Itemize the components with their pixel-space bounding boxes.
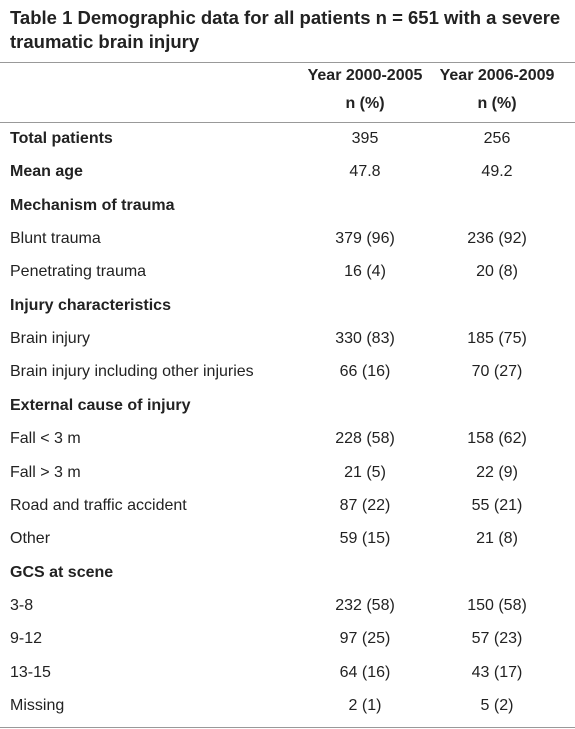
cell: 22 (9)	[476, 463, 518, 481]
cell: 21 (8)	[476, 530, 518, 548]
cell: 21 (5)	[344, 463, 386, 481]
cell: 158 (62)	[467, 430, 527, 448]
row-label: Mean age	[10, 163, 83, 181]
row-label: Total patients	[10, 130, 113, 147]
cell: 87 (22)	[339, 496, 391, 514]
cell: 150 (58)	[467, 596, 527, 614]
cell: 2 (1)	[348, 696, 382, 714]
cell: 185 (75)	[467, 330, 527, 348]
cell: 256	[483, 130, 511, 147]
unit-header: n (%)	[477, 95, 517, 112]
row-label: Other	[10, 530, 51, 548]
section-heading: GCS at scene	[10, 563, 114, 581]
section-heading: External cause of injury	[10, 396, 191, 414]
cell: 64 (16)	[339, 663, 391, 681]
rule	[0, 122, 575, 123]
table-title: Table 1 Demographic data for all patient…	[10, 7, 561, 52]
cell: 232 (58)	[335, 596, 395, 614]
row-label: Missing	[10, 696, 65, 714]
cell: 47.8	[349, 163, 381, 181]
column-header: Year 2000-2005	[307, 67, 423, 84]
row-label: Penetrating trauma	[10, 263, 147, 281]
row-label: 9-12	[10, 630, 43, 648]
row-label: Blunt trauma	[10, 230, 101, 248]
row-label: Fall > 3 m	[10, 463, 81, 481]
row-label: Brain injury	[10, 330, 91, 348]
row-label: Brain injury including other injuries	[10, 363, 254, 381]
section-heading: Injury characteristics	[10, 296, 171, 314]
row-label: Fall < 3 m	[10, 430, 81, 448]
cell: 57 (23)	[471, 630, 523, 648]
cell: 66 (16)	[339, 363, 391, 381]
cell: 59 (15)	[339, 530, 391, 548]
cell: 379 (96)	[335, 230, 395, 248]
rule	[0, 727, 575, 728]
cell: 16 (4)	[344, 263, 386, 281]
rule	[0, 62, 575, 63]
cell: 43 (17)	[471, 663, 523, 681]
row-label: 3-8	[10, 596, 34, 614]
cell: 49.2	[481, 163, 513, 181]
column-header: Year 2006-2009	[439, 67, 555, 84]
row-label: 13-15	[10, 663, 51, 681]
cell: 5 (2)	[480, 696, 514, 714]
unit-header: n (%)	[345, 95, 385, 112]
cell: 395	[351, 130, 379, 147]
cell: 330 (83)	[335, 330, 395, 348]
cell: 236 (92)	[467, 230, 527, 248]
cell: 228 (58)	[335, 430, 395, 448]
section-heading: Mechanism of trauma	[10, 196, 175, 214]
cell: 70 (27)	[471, 363, 523, 381]
row-label: Road and traffic accident	[10, 496, 187, 514]
cell: 20 (8)	[476, 263, 518, 281]
cell: 97 (25)	[339, 630, 391, 648]
cell: 55 (21)	[471, 496, 523, 514]
